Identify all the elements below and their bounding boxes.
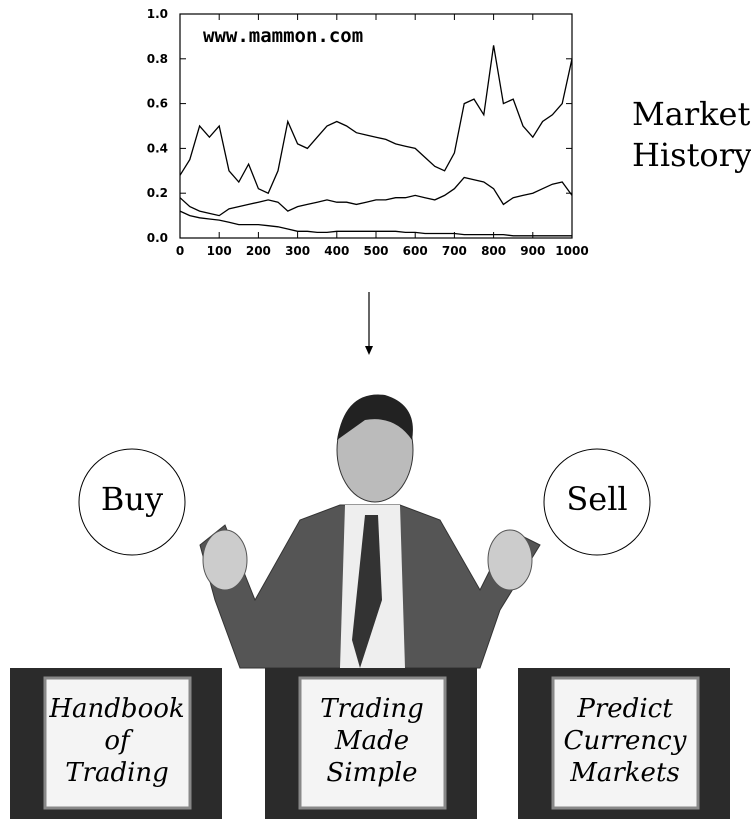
x-tick-label: 1000	[555, 244, 588, 258]
y-tick-label: 1.0	[147, 7, 168, 21]
x-tick-label: 700	[442, 244, 467, 258]
x-tick-label: 500	[363, 244, 388, 258]
series-line	[180, 178, 572, 216]
book-title: Markets	[569, 758, 679, 788]
x-tick-label: 200	[246, 244, 271, 258]
x-tick-label: 800	[481, 244, 506, 258]
series-line	[180, 45, 572, 193]
y-tick-label: 0.8	[147, 52, 168, 66]
book-title: of	[104, 726, 134, 756]
x-tick-label: 600	[403, 244, 428, 258]
arrow-head	[365, 346, 373, 355]
page: www.mammon.com Market History Buy Sell 0…	[0, 0, 751, 819]
x-tick-label: 100	[207, 244, 232, 258]
book-title: Trading	[65, 758, 169, 788]
person	[200, 395, 540, 668]
x-tick-label: 400	[324, 244, 349, 258]
book-title: Made	[334, 726, 409, 756]
plot-frame	[180, 14, 572, 238]
action-label: Sell	[566, 480, 627, 518]
market-label: Market	[632, 95, 750, 133]
y-tick-label: 0.0	[147, 231, 168, 245]
y-tick-label: 0.2	[147, 186, 168, 200]
x-tick-label: 0	[176, 244, 184, 258]
book-title: Predict	[576, 694, 673, 724]
book-title: Handbook	[48, 694, 184, 724]
action-label: Buy	[101, 480, 163, 518]
market-label: History	[632, 136, 751, 174]
annotation: www.mammon.com	[203, 25, 363, 47]
x-tick-label: 300	[285, 244, 310, 258]
book-title: Trading	[320, 694, 424, 724]
book-title: Simple	[326, 758, 417, 788]
x-tick-label: 900	[520, 244, 545, 258]
y-tick-label: 0.6	[147, 97, 168, 111]
book-title: Currency	[564, 726, 687, 756]
y-tick-label: 0.4	[147, 141, 168, 155]
